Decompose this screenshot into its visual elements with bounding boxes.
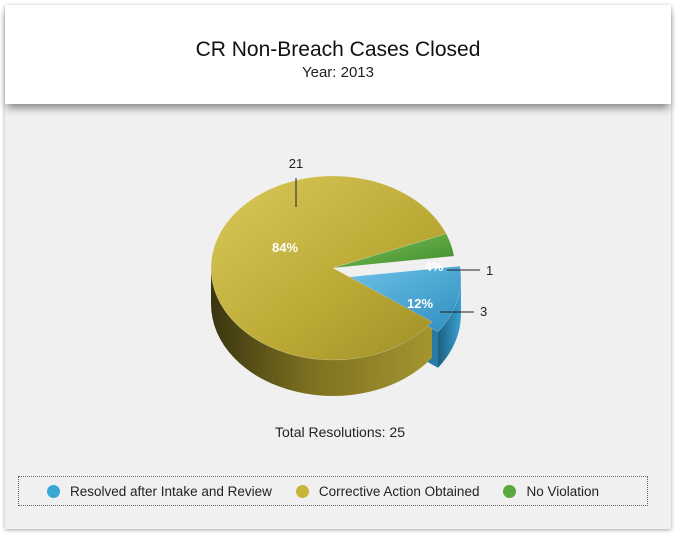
legend-swatch-resolved [47,484,60,498]
legend-swatch-corrective [295,484,309,498]
legend-item-resolved[interactable]: Resolved after Intake and Review [47,484,272,499]
legend-swatch-no-violation [503,484,517,498]
legend-item-corrective[interactable]: Corrective Action Obtained [295,483,480,499]
legend: Resolved after Intake and Review Correct… [18,476,648,506]
pie-slice-corrective[interactable] [210,175,447,361]
chart-card: CR Non-Breach Cases Closed Year: 2013 [5,5,671,529]
chart-header: CR Non-Breach Cases Closed Year: 2013 [5,5,671,104]
pie-percent-label-corrective: 84% [272,240,298,255]
pie-slice-resolved[interactable] [337,265,462,333]
legend-label-corrective: Corrective Action Obtained [318,483,480,499]
chart-title: CR Non-Breach Cases Closed [195,38,481,61]
total-resolutions: Total Resolutions: 25 [275,424,405,440]
pie-side-resolved [438,278,461,368]
legend-label-resolved: Resolved after Intake and Review [70,483,272,499]
legend-item-no-violation[interactable]: No Violation [503,484,599,499]
pie-value-label-resolved: 3 [480,304,487,319]
legend-label-no-violation: No Violation [526,483,600,499]
pie-value-label-corrective: 21 [289,156,303,171]
chart-subtitle: Year: 2013 [301,64,374,81]
pie-value-label-no-violation: 1 [486,263,493,278]
pie-slice-no-violation[interactable] [332,233,455,269]
pie-percent-label-no-violation: 4% [425,259,444,274]
pie-percent-label-resolved: 12% [407,296,433,311]
pie-side-corrective [210,268,433,396]
